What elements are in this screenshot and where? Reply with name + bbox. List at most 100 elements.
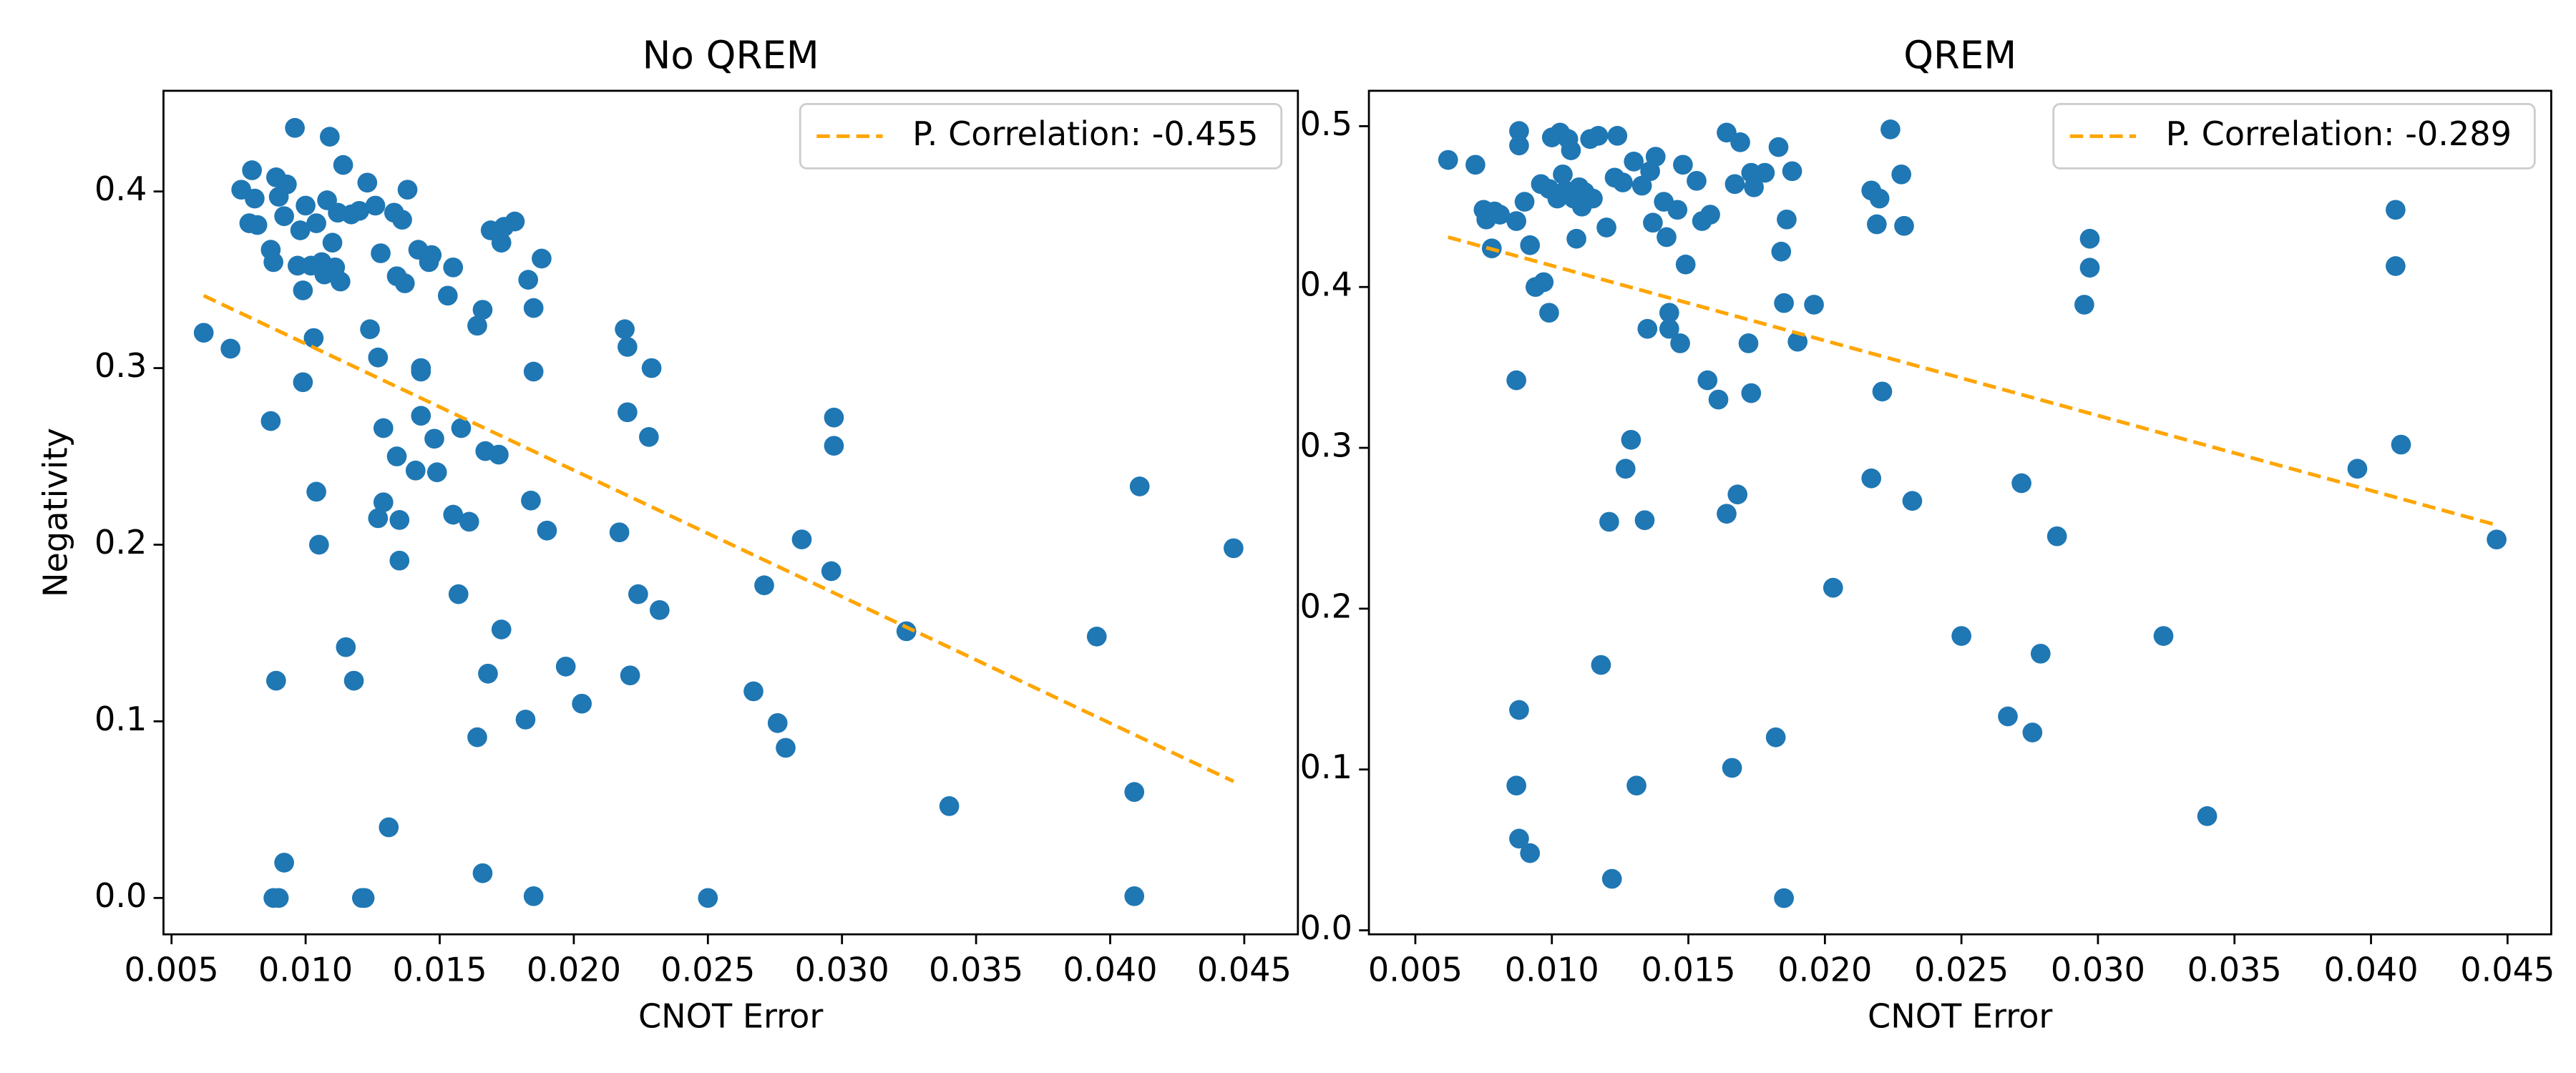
chart-panel: No QREM CNOT Error Negativity 0.005 0.010 0.0… — [36, 33, 1299, 1035]
data-point — [2197, 806, 2218, 826]
data-point — [274, 206, 294, 227]
data-point — [1607, 126, 1628, 146]
data-point — [421, 245, 442, 265]
data-point — [1659, 303, 1679, 323]
y-axis-label: Negativity — [36, 428, 74, 597]
data-point — [896, 621, 917, 642]
y-tick-label: 0.3 — [1300, 426, 1352, 465]
data-point — [451, 418, 472, 438]
data-point — [274, 853, 294, 873]
data-point — [322, 232, 343, 253]
data-point — [1601, 868, 1622, 889]
data-point — [1224, 538, 1244, 559]
data-point — [1631, 175, 1652, 196]
x-tick-label: 0.045 — [2460, 951, 2555, 989]
data-point — [1697, 370, 1718, 391]
data-point — [518, 270, 539, 290]
axes-frame — [1367, 89, 2552, 936]
data-point — [1509, 700, 1529, 720]
data-point — [615, 319, 635, 340]
data-point — [308, 534, 329, 555]
data-point — [939, 796, 960, 816]
x-tick-label: 0.025 — [1914, 951, 2009, 989]
data-point — [220, 338, 241, 359]
chart-title: QREM — [1903, 33, 2016, 77]
data-point — [1520, 843, 1541, 863]
data-point — [2487, 529, 2507, 550]
axes-frame — [162, 89, 1299, 936]
data-point — [754, 575, 774, 596]
data-point — [354, 888, 375, 908]
data-point — [1894, 215, 1914, 236]
data-point — [620, 665, 640, 686]
data-point — [1722, 758, 1742, 778]
data-point — [193, 323, 214, 343]
y-tick-label: 0.4 — [1300, 265, 1352, 304]
data-point — [609, 522, 630, 543]
data-point — [1777, 209, 1797, 230]
data-point — [1687, 170, 1707, 191]
data-point — [448, 584, 469, 604]
data-point — [478, 663, 498, 684]
data-point — [1520, 235, 1541, 255]
data-point — [360, 319, 380, 340]
data-point — [523, 298, 544, 318]
data-point — [1673, 155, 1693, 175]
data-point — [1880, 119, 1901, 139]
data-point — [389, 510, 410, 530]
data-point — [1741, 383, 1762, 403]
data-point — [371, 243, 391, 263]
data-point — [467, 315, 487, 336]
data-point — [1675, 254, 1696, 275]
data-point — [1645, 147, 1666, 167]
x-tick-label: 0.030 — [2051, 951, 2145, 989]
data-point — [293, 280, 313, 300]
data-point — [1667, 200, 1688, 220]
data-point — [293, 372, 313, 393]
data-point — [303, 328, 324, 348]
data-point — [1124, 782, 1145, 802]
data-point — [767, 713, 788, 733]
legend: P. Correlation: -0.455 — [799, 102, 1283, 170]
data-point — [333, 155, 353, 175]
data-point — [349, 200, 369, 221]
data-point — [247, 215, 268, 235]
legend-label: P. Correlation: -0.455 — [912, 114, 1258, 153]
data-point — [343, 670, 364, 691]
data-point — [1823, 577, 1843, 598]
data-point — [504, 211, 525, 232]
data-point — [443, 257, 464, 278]
data-point — [1561, 140, 1581, 160]
data-point — [1086, 627, 1107, 647]
data-point — [641, 358, 662, 378]
data-point — [379, 817, 399, 838]
data-point — [1626, 775, 1646, 796]
data-point — [1730, 132, 1750, 152]
x-tick-label: 0.010 — [258, 951, 353, 989]
data-point — [368, 508, 389, 529]
data-point — [472, 863, 493, 883]
data-point — [743, 681, 763, 702]
data-point — [467, 727, 487, 748]
data-point — [373, 418, 394, 438]
data-point — [245, 188, 265, 209]
data-point — [2386, 200, 2406, 220]
data-point — [1566, 228, 1586, 249]
data-point — [1539, 303, 1559, 323]
data-point — [472, 300, 493, 320]
chart-title: No QREM — [643, 33, 819, 77]
data-point — [523, 886, 544, 906]
data-point — [618, 337, 638, 357]
fit-line — [1448, 235, 2497, 527]
data-point — [521, 490, 541, 511]
data-point — [2046, 526, 2067, 547]
data-point — [426, 462, 447, 483]
data-point — [1727, 484, 1748, 505]
data-point — [266, 670, 286, 691]
data-point — [260, 411, 281, 431]
x-axis-label: CNOT Error — [1868, 996, 2052, 1035]
data-point — [1744, 177, 1764, 197]
x-tick-label: 0.005 — [125, 951, 219, 989]
data-point — [791, 529, 812, 549]
y-tick-label: 0.1 — [94, 700, 147, 738]
